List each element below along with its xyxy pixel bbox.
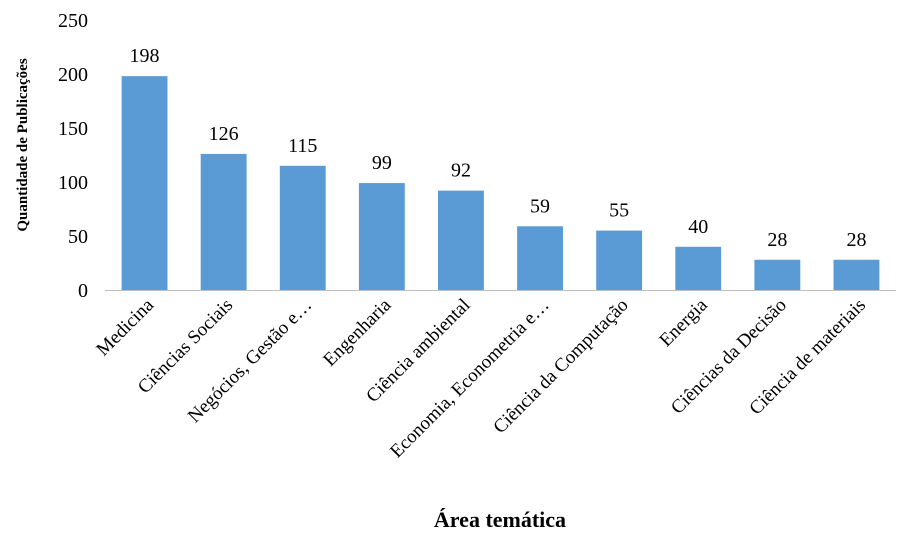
- data-label: 126: [209, 123, 239, 145]
- category-label: Medicina: [92, 294, 158, 360]
- y-tick-label: 0: [78, 280, 88, 302]
- data-label: 99: [372, 152, 392, 174]
- data-labels: 198 126 115 99 92 59 55 40 28 28: [130, 45, 867, 251]
- y-axis-title: Quantidade de Publicações: [15, 58, 31, 232]
- data-label: 92: [451, 160, 471, 182]
- bar: [200, 153, 247, 290]
- y-tick-label: 100: [58, 172, 88, 194]
- bars: [121, 76, 880, 290]
- data-label: 115: [288, 135, 317, 157]
- data-label: 55: [609, 200, 629, 222]
- y-tick-label: 150: [58, 118, 88, 140]
- data-label: 28: [846, 229, 866, 251]
- y-axis-ticks: 0 50 100 150 200 250: [58, 10, 88, 302]
- bar: [833, 259, 880, 290]
- y-tick-label: 50: [68, 226, 88, 248]
- bar: [517, 226, 563, 290]
- category-label: Engenharia: [319, 294, 395, 370]
- data-label: 28: [767, 229, 787, 251]
- category-label: Energia: [655, 294, 712, 351]
- x-axis-title: Área temática: [434, 507, 566, 532]
- category-label: Ciência da Computação: [489, 295, 632, 438]
- bar: [675, 246, 722, 290]
- data-label: 40: [688, 216, 708, 238]
- y-tick-label: 200: [58, 64, 88, 86]
- y-tick-label: 250: [58, 10, 88, 32]
- bar: [279, 165, 326, 290]
- bar: [121, 76, 168, 290]
- data-label: 198: [130, 45, 160, 67]
- bar: [438, 190, 484, 290]
- data-label: 59: [530, 195, 550, 217]
- bar: [358, 183, 405, 290]
- bar: [754, 259, 801, 290]
- bar: [596, 230, 643, 290]
- category-label: Economia, Econometria e…: [386, 295, 553, 462]
